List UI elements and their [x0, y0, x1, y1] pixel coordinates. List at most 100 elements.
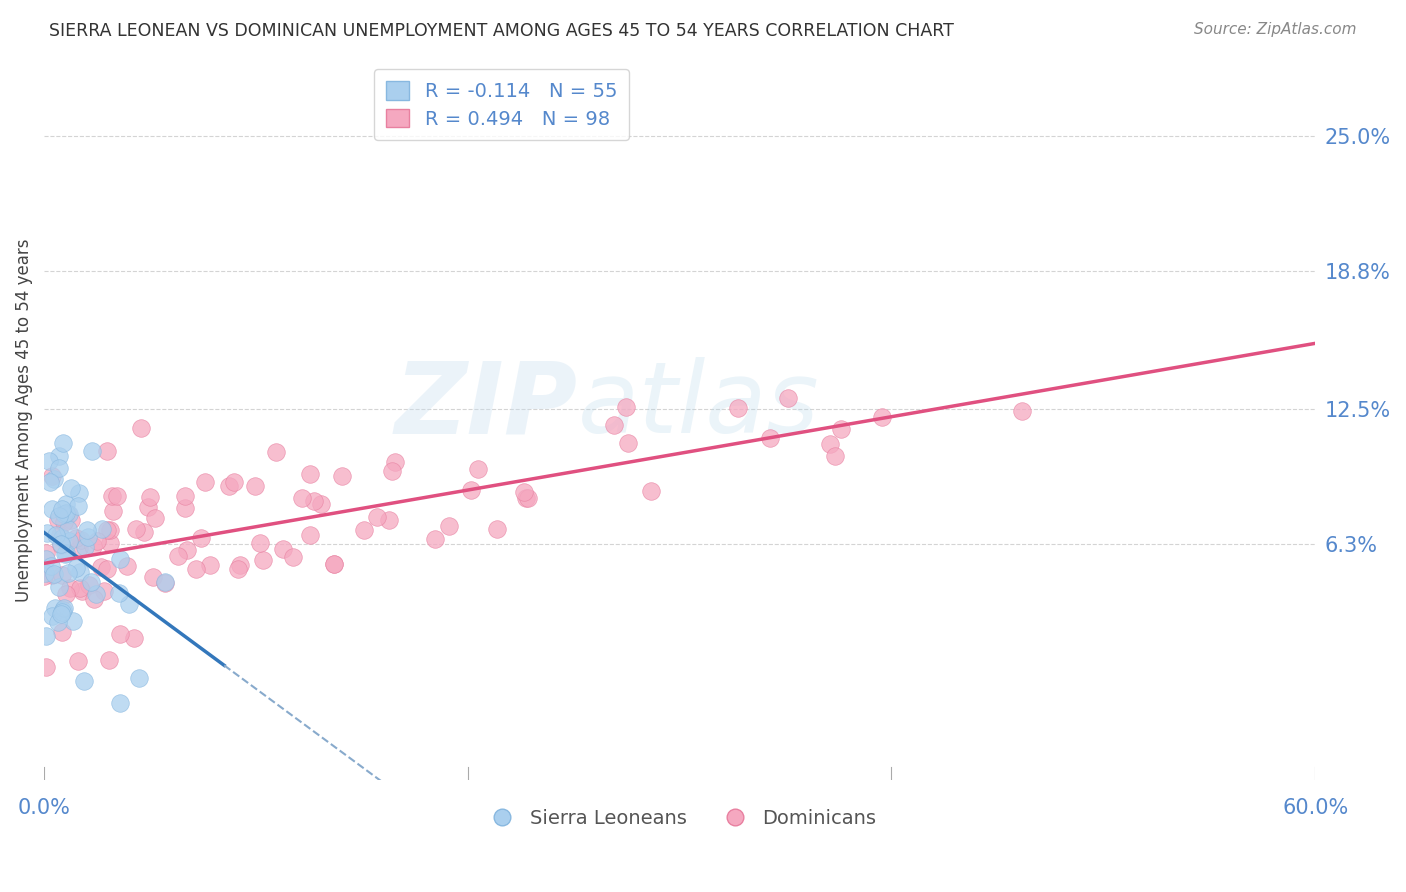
Point	[309, 498, 332, 512]
Point	[93, 583, 115, 598]
Point	[467, 462, 489, 476]
Point	[41, 609, 63, 624]
Point	[35, 659, 58, 673]
Point	[384, 455, 406, 469]
Point	[517, 491, 540, 505]
Point	[35, 551, 58, 566]
Point	[35, 526, 58, 541]
Point	[332, 469, 354, 483]
Text: 60.0%: 60.0%	[1282, 797, 1348, 818]
Point	[515, 491, 537, 506]
Point	[366, 510, 388, 524]
Point	[35, 629, 58, 643]
Point	[252, 552, 274, 566]
Point	[48, 580, 70, 594]
Point	[67, 654, 90, 668]
Text: Source: ZipAtlas.com: Source: ZipAtlas.com	[1194, 22, 1357, 37]
Point	[69, 581, 91, 595]
Point	[820, 437, 842, 451]
Point	[108, 585, 131, 599]
Point	[58, 507, 80, 521]
Point	[51, 502, 73, 516]
Point	[39, 475, 62, 490]
Point	[46, 513, 69, 527]
Point	[77, 578, 100, 592]
Point	[101, 504, 124, 518]
Point	[105, 489, 128, 503]
Point	[118, 598, 141, 612]
Point	[142, 570, 165, 584]
Point	[67, 500, 90, 514]
Point	[323, 558, 346, 572]
Point	[218, 479, 240, 493]
Point	[59, 581, 82, 595]
Point	[58, 533, 80, 548]
Legend: Sierra Leoneans, Dominicans: Sierra Leoneans, Dominicans	[475, 801, 884, 836]
Point	[264, 445, 287, 459]
Point	[53, 515, 76, 529]
Point	[51, 605, 73, 619]
Point	[302, 494, 325, 508]
Point	[45, 528, 67, 542]
Text: 0.0%: 0.0%	[18, 797, 70, 818]
Point	[378, 513, 401, 527]
Point	[173, 500, 195, 515]
Point	[353, 523, 375, 537]
Point	[58, 507, 80, 521]
Point	[79, 574, 101, 589]
Point	[198, 558, 221, 572]
Point	[53, 547, 76, 561]
Point	[46, 615, 69, 630]
Point	[96, 562, 118, 576]
Point	[190, 531, 212, 545]
Point	[439, 519, 461, 533]
Point	[249, 536, 271, 550]
Point	[129, 421, 152, 435]
Point	[49, 607, 72, 621]
Point	[115, 559, 138, 574]
Point	[49, 538, 72, 552]
Point	[758, 432, 780, 446]
Point	[143, 511, 166, 525]
Point	[323, 557, 346, 571]
Point	[51, 531, 73, 545]
Point	[1011, 404, 1033, 418]
Point	[226, 562, 249, 576]
Point	[82, 539, 104, 553]
Point	[614, 400, 637, 414]
Point	[48, 449, 70, 463]
Point	[243, 479, 266, 493]
Point	[60, 481, 83, 495]
Point	[271, 542, 294, 557]
Point	[82, 444, 104, 458]
Point	[84, 587, 107, 601]
Point	[56, 566, 79, 581]
Point	[51, 568, 73, 582]
Point	[872, 410, 894, 425]
Point	[52, 603, 75, 617]
Point	[128, 671, 150, 685]
Y-axis label: Unemployment Among Ages 45 to 54 years: Unemployment Among Ages 45 to 54 years	[15, 238, 32, 602]
Point	[86, 533, 108, 548]
Point	[32, 569, 55, 583]
Point	[51, 625, 73, 640]
Point	[640, 483, 662, 498]
Point	[96, 523, 118, 537]
Point	[110, 696, 132, 710]
Point	[124, 522, 146, 536]
Point	[48, 461, 70, 475]
Point	[830, 422, 852, 436]
Point	[90, 559, 112, 574]
Point	[727, 401, 749, 415]
Point	[222, 475, 245, 489]
Point	[176, 543, 198, 558]
Point	[48, 508, 70, 523]
Point	[62, 614, 84, 628]
Point	[49, 527, 72, 541]
Point	[155, 575, 177, 590]
Point	[55, 546, 77, 560]
Point	[513, 484, 536, 499]
Point	[73, 540, 96, 554]
Point	[60, 513, 83, 527]
Point	[291, 491, 314, 505]
